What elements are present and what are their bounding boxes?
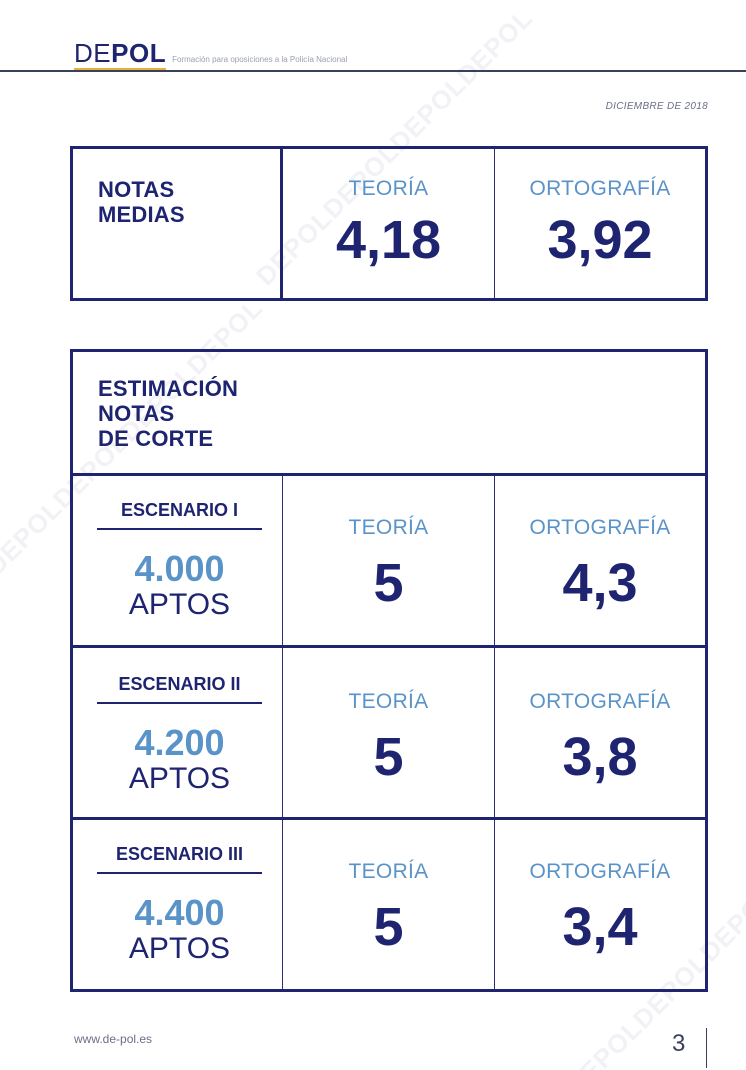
logo-tagline: Formación para oposiciones a la Policía … <box>172 55 348 64</box>
scenario-info-cell: ESCENARIO III 4.400 APTOS <box>73 820 283 989</box>
footer-website-link[interactable]: www.de-pol.es <box>74 1032 153 1046</box>
scenario-name: ESCENARIO I <box>120 500 239 520</box>
spelling-cutoff-value: 4,3 <box>562 553 638 613</box>
spelling-cutoff-value: 3,8 <box>562 727 638 787</box>
scenario-info-cell: ESCENARIO I 4.000 APTOS <box>73 476 283 645</box>
theory-label: TEORÍA <box>348 516 429 539</box>
scenario-count: 4.000 <box>134 548 225 589</box>
scenario-info-cell: ESCENARIO II 4.200 APTOS <box>73 648 283 817</box>
scenario-spelling-cell: ORTOGRAFÍA 4,3 <box>495 476 705 645</box>
scenario-count-label: APTOS <box>128 762 231 795</box>
theory-cutoff-value: 5 <box>373 553 404 613</box>
average-spelling-cell: ORTOGRAFÍA 3,92 <box>495 149 705 298</box>
scenario-theory-cell: TEORÍA 5 <box>283 648 495 817</box>
estimation-title: ESTIMACIÓN NOTAS DE CORTE <box>98 376 239 451</box>
scenario-count-label: APTOS <box>128 588 231 621</box>
estimation-header-row: ESTIMACIÓN NOTAS DE CORTE <box>73 352 705 476</box>
scenario-spelling-cell: ORTOGRAFÍA 3,4 <box>495 820 705 989</box>
average-theory-cell: TEORÍA 4,18 <box>283 149 495 298</box>
report-date: DICIEMBRE DE 2018 <box>605 101 708 112</box>
scenario-divider <box>97 702 262 704</box>
scenario-theory-cell: TEORÍA 5 <box>283 820 495 989</box>
average-scores-table: NOTAS MEDIAS TEORÍA 4,18 ORTOGRAFÍA 3,92 <box>70 146 708 301</box>
scenario-row: ESCENARIO II 4.200 APTOS TEORÍA 5 ORTOGR… <box>73 648 705 820</box>
spelling-label: ORTOGRAFÍA <box>529 516 671 539</box>
theory-cutoff-value: 5 <box>373 727 404 787</box>
scenario-count: 4.400 <box>134 892 225 933</box>
scenario-row: ESCENARIO III 4.400 APTOS TEORÍA 5 ORTOG… <box>73 820 705 989</box>
scenario-count: 4.200 <box>134 722 225 763</box>
scenario-row: ESCENARIO I 4.000 APTOS TEORÍA 5 ORTOGRA… <box>73 476 705 648</box>
spelling-label: ORTOGRAFÍA <box>529 860 671 883</box>
header-divider <box>0 70 746 72</box>
scenario-spelling-cell: ORTOGRAFÍA 3,8 <box>495 648 705 817</box>
theory-label: TEORÍA <box>348 860 429 883</box>
spelling-average-value: 3,92 <box>547 210 653 270</box>
theory-label: TEORÍA <box>348 690 429 713</box>
scenario-divider <box>97 872 262 874</box>
page-header: DEPOL Formación para oposiciones a la Po… <box>0 0 746 72</box>
scenario-count-label: APTOS <box>128 932 231 965</box>
average-title: NOTAS MEDIAS <box>98 177 185 227</box>
average-title-cell: NOTAS MEDIAS <box>73 149 283 298</box>
scenario-divider <box>97 528 262 530</box>
spelling-label: ORTOGRAFÍA <box>529 690 671 713</box>
theory-label: TEORÍA <box>348 177 429 200</box>
page-number-divider <box>706 1028 707 1068</box>
depol-logo: DEPOL Formación para oposiciones a la Po… <box>74 40 347 70</box>
page-number: 3 <box>672 1030 686 1057</box>
theory-cutoff-value: 5 <box>373 897 404 957</box>
scenario-name: ESCENARIO II <box>118 674 241 694</box>
scenario-name: ESCENARIO III <box>115 844 244 864</box>
scenario-theory-cell: TEORÍA 5 <box>283 476 495 645</box>
spelling-label: ORTOGRAFÍA <box>529 177 671 200</box>
theory-average-value: 4,18 <box>335 210 442 270</box>
cutoff-estimation-table: ESTIMACIÓN NOTAS DE CORTE ESCENARIO I 4.… <box>70 349 708 992</box>
spelling-cutoff-value: 3,4 <box>562 897 638 957</box>
logo-wordmark: DEPOL <box>74 38 167 70</box>
